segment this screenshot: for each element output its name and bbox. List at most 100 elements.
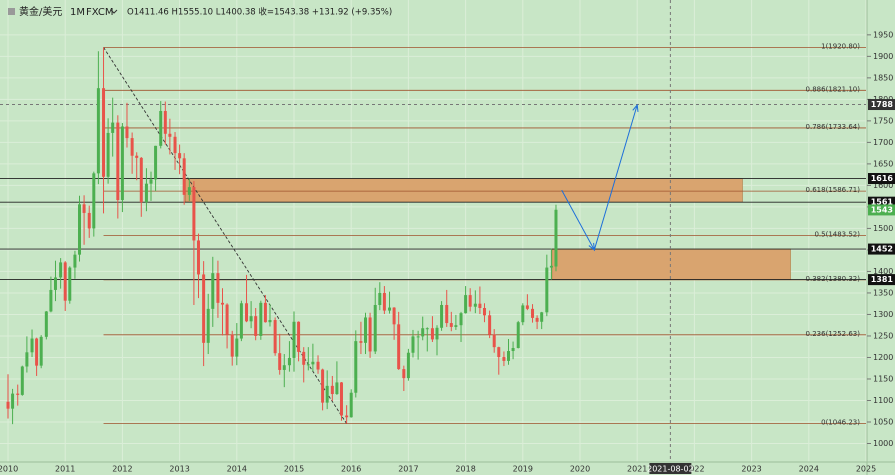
x-tick-label: 2016	[341, 465, 361, 474]
y-tick-label: 1100	[873, 396, 893, 405]
candle-body	[402, 369, 406, 379]
candle-body	[139, 157, 143, 203]
candle-body	[287, 357, 291, 366]
x-tick-label: 2018	[455, 465, 475, 474]
candle-body	[182, 158, 186, 195]
symbol-icon	[8, 8, 15, 15]
y-tick-label: 1600	[873, 181, 893, 190]
y-tick-label: 1050	[873, 417, 893, 426]
source[interactable]: FXCM	[86, 7, 114, 18]
candle-body	[349, 392, 353, 418]
candle-body	[211, 273, 215, 309]
candle-body	[268, 320, 272, 323]
candle-body	[454, 325, 458, 327]
price-label-box	[868, 274, 895, 286]
candle-body	[445, 304, 449, 324]
candle-body	[502, 357, 506, 361]
candle-body	[511, 348, 515, 352]
candle-body	[206, 308, 210, 343]
candle-body	[425, 328, 429, 330]
candle-body	[35, 338, 39, 366]
candle-body	[406, 352, 410, 379]
candle-body	[196, 240, 200, 275]
candle-body	[130, 138, 134, 156]
y-tick-label: 1850	[873, 73, 893, 82]
price-label-box	[868, 173, 895, 185]
candle-body	[39, 336, 43, 366]
candle-body	[192, 187, 196, 241]
y-tick-label: 1150	[873, 374, 893, 383]
x-tick-label: 2014	[227, 465, 247, 474]
x-tick-label: 2019	[513, 465, 533, 474]
x-tick-label: 2025	[856, 465, 876, 474]
candle-body	[292, 321, 296, 358]
symbol[interactable]: 黄金/美元	[19, 5, 62, 18]
fib-label: 0.786(1733.64)	[806, 123, 861, 131]
fib-label: 0.886(1821.10)	[806, 85, 861, 93]
candle-body	[230, 334, 234, 357]
crosshair-x-box	[649, 463, 692, 474]
candle-body	[25, 352, 29, 367]
candle-body	[364, 317, 368, 343]
x-tick-label: 2012	[112, 465, 132, 474]
candle-body	[225, 304, 229, 335]
y-tick-label: 1500	[873, 224, 893, 233]
candle-body	[468, 295, 472, 307]
x-tick-label: 2023	[741, 465, 761, 474]
dropdown-icon[interactable]	[110, 9, 118, 14]
y-tick-label: 1250	[873, 331, 893, 340]
candle-body	[449, 323, 453, 327]
y-tick-label: 1000	[873, 439, 893, 448]
y-tick-label: 1900	[873, 52, 893, 61]
candle-body	[297, 321, 301, 352]
price-label-box	[868, 196, 895, 208]
candle-body	[59, 262, 63, 278]
candle-body	[492, 334, 496, 348]
candle-body	[78, 204, 82, 255]
candle-body	[235, 338, 239, 357]
y-tick-label: 1200	[873, 353, 893, 362]
candle-body	[16, 393, 20, 395]
x-tick-label: 2022	[684, 465, 704, 474]
candle-body	[549, 265, 553, 268]
candle-body	[397, 324, 401, 370]
candle-body	[249, 316, 253, 322]
candle-body	[263, 302, 267, 323]
candle-body	[144, 183, 148, 203]
candle-body	[421, 328, 425, 337]
candle-body	[325, 385, 329, 403]
fib-label: 0(1046.23)	[821, 419, 860, 427]
x-tick-label: 2010	[0, 465, 18, 474]
x-tick-label: 2017	[398, 465, 418, 474]
zone	[185, 178, 743, 203]
candle-body	[149, 179, 153, 184]
y-tick-label: 1700	[873, 138, 893, 147]
arrow-head	[588, 242, 595, 252]
candle-body	[6, 401, 10, 409]
candle-body	[168, 133, 172, 137]
candle-body	[382, 292, 386, 311]
candle-body	[540, 312, 544, 322]
candle-body	[478, 303, 482, 308]
candle-body	[120, 126, 124, 201]
candle-body	[535, 317, 539, 322]
candle-body	[273, 320, 277, 354]
x-tick-label: 2021	[627, 465, 647, 474]
candle-body	[516, 322, 520, 349]
candle-body	[278, 353, 282, 370]
candle-body	[92, 173, 96, 229]
candle-body	[545, 267, 549, 313]
fib-label: 0.618(1586.71)	[806, 186, 861, 194]
candle-body	[373, 304, 377, 352]
interval[interactable]: 1M	[70, 7, 85, 18]
candle-body	[440, 304, 444, 328]
price-label-box	[868, 243, 895, 255]
candle-body	[392, 307, 396, 325]
candle-body	[87, 212, 91, 229]
candle-body	[525, 305, 529, 309]
candle-body	[245, 303, 249, 322]
x-tick-label: 2020	[570, 465, 590, 474]
candle-body	[125, 126, 129, 139]
